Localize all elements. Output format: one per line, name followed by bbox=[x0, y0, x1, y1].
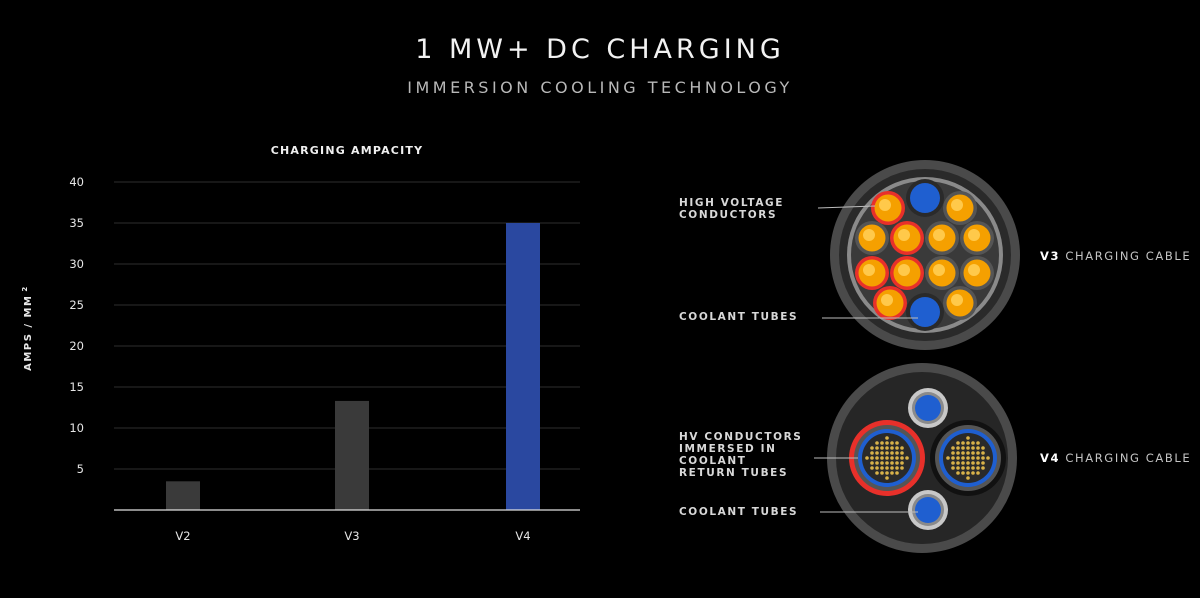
label-hv-conductors-immersed: HV CONDUCTORS IMMERSED IN COOLANT RETURN… bbox=[679, 431, 802, 479]
bar-v3 bbox=[335, 400, 369, 510]
label-line: COOLANT bbox=[679, 455, 747, 467]
label-coolant-tubes-v4: COOLANT TUBES bbox=[679, 506, 799, 518]
label-line: IMMERSED IN bbox=[679, 443, 777, 455]
v3-cable-name: V3 CHARGING CABLE bbox=[1040, 249, 1191, 263]
v3-cable-version: V3 bbox=[1040, 249, 1061, 263]
x-tick-label: V4 bbox=[515, 529, 530, 543]
y-tick-label: 20 bbox=[69, 339, 84, 353]
v4-cable-name-text: CHARGING CABLE bbox=[1065, 451, 1192, 465]
v3-cable-cross-section bbox=[830, 160, 1020, 350]
page-title: 1 MW+ DC CHARGING bbox=[415, 34, 785, 65]
y-tick-label: 35 bbox=[69, 216, 84, 230]
label-line: RETURN TUBES bbox=[679, 467, 789, 479]
ampacity-chart: CHARGING AMPACITY 5 10 15 20 25 30 35 40 V2 V3 V4… bbox=[21, 144, 580, 543]
cable-diagrams bbox=[814, 160, 1020, 553]
page-subtitle: IMMERSION COOLING TECHNOLOGY bbox=[407, 78, 793, 97]
y-tick-label: 5 bbox=[77, 462, 84, 476]
v4-cable-cross-section bbox=[827, 363, 1017, 553]
y-tick-label: 30 bbox=[69, 257, 84, 271]
v3-cable-name-text: CHARGING CABLE bbox=[1065, 249, 1192, 263]
leader-line-hv bbox=[817, 205, 876, 209]
label-line: HV CONDUCTORS bbox=[679, 431, 803, 443]
y-tick-label: 10 bbox=[69, 421, 84, 435]
y-axis-label-superscript: 2 bbox=[21, 285, 29, 291]
x-tick-label: V3 bbox=[344, 529, 359, 543]
y-axis-label: AMPS / MM 2 bbox=[21, 285, 34, 371]
y-tick-label: 15 bbox=[69, 380, 84, 394]
bar-v4 bbox=[506, 223, 540, 510]
v4-cable-name: V4 CHARGING CABLE bbox=[1040, 451, 1191, 465]
chart-title: CHARGING AMPACITY bbox=[271, 144, 424, 157]
label-high-voltage-conductors: HIGH VOLTAGE CONDUCTORS bbox=[679, 197, 784, 221]
v4-cable-version: V4 bbox=[1040, 451, 1061, 465]
y-tick-label: 40 bbox=[69, 175, 84, 189]
y-axis-label-text: AMPS / MM bbox=[23, 295, 34, 371]
y-tick-label: 25 bbox=[69, 298, 84, 312]
label-line: CONDUCTORS bbox=[679, 209, 778, 221]
label-coolant-tubes-v3: COOLANT TUBES bbox=[679, 311, 799, 323]
x-tick-label: V2 bbox=[175, 529, 190, 543]
bar-v2 bbox=[166, 481, 200, 510]
label-line: HIGH VOLTAGE bbox=[679, 197, 785, 209]
